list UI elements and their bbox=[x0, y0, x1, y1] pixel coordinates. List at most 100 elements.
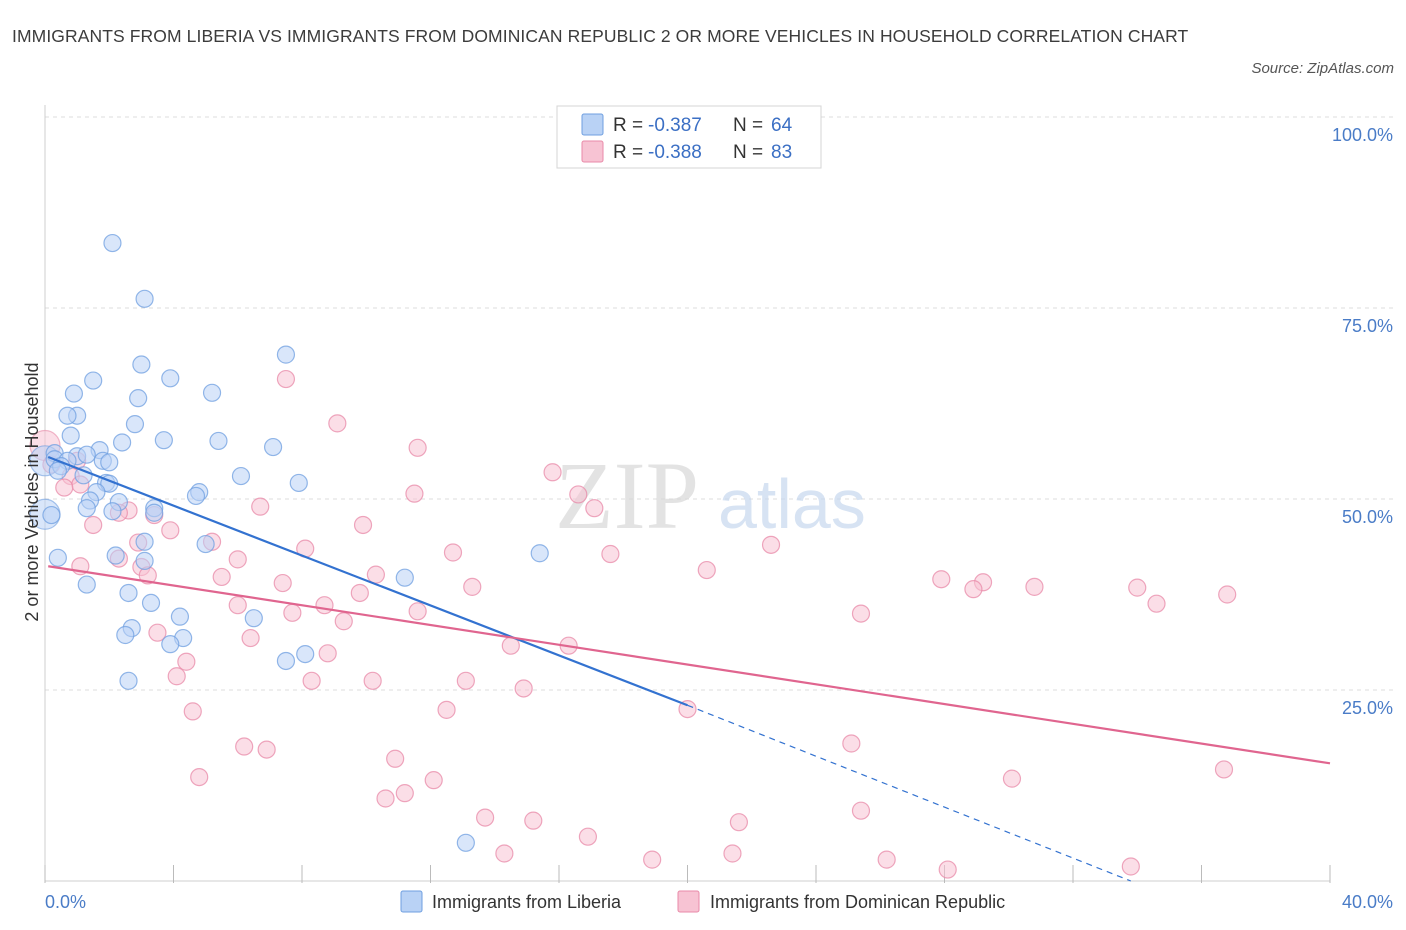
data-point bbox=[135, 532, 154, 551]
data-point bbox=[231, 466, 251, 486]
series-legend: Immigrants from Liberia Immigrants from … bbox=[400, 890, 1005, 913]
data-point bbox=[405, 484, 424, 503]
data-point bbox=[103, 233, 122, 253]
data-point bbox=[443, 543, 463, 562]
data-point bbox=[228, 550, 247, 569]
y-tick-label-50: 50.0% bbox=[1342, 507, 1393, 527]
data-point bbox=[183, 702, 202, 721]
data-point bbox=[1214, 760, 1234, 779]
data-point bbox=[119, 583, 138, 603]
data-point bbox=[74, 466, 93, 485]
data-point bbox=[495, 844, 514, 863]
data-point bbox=[58, 406, 77, 425]
x-tick-label-max: 40.0% bbox=[1342, 892, 1393, 912]
trend-lines bbox=[47, 455, 1331, 882]
data-point bbox=[334, 612, 353, 631]
data-point bbox=[186, 486, 206, 506]
y-axis-label: 2 or more Vehicles in Household bbox=[22, 362, 42, 621]
data-point bbox=[318, 644, 337, 663]
bottom-legend-swatch-dominican bbox=[677, 890, 700, 913]
gridlines bbox=[45, 116, 1395, 691]
data-point bbox=[350, 583, 369, 603]
legend-r-label-dominican: R = bbox=[613, 142, 643, 163]
data-point bbox=[190, 767, 209, 787]
data-point bbox=[456, 833, 475, 852]
data-point bbox=[678, 699, 697, 719]
data-point bbox=[729, 813, 749, 832]
data-point bbox=[77, 445, 96, 464]
data-point bbox=[386, 749, 405, 768]
data-point bbox=[276, 345, 296, 364]
data-point bbox=[353, 515, 373, 535]
data-point bbox=[251, 497, 270, 516]
data-point bbox=[241, 628, 260, 648]
data-point bbox=[202, 383, 222, 402]
data-point bbox=[161, 369, 180, 388]
data-point bbox=[1218, 585, 1237, 604]
data-point bbox=[964, 580, 983, 599]
data-point bbox=[289, 473, 308, 493]
data-point bbox=[1025, 577, 1044, 596]
data-point bbox=[55, 478, 74, 497]
data-point bbox=[154, 431, 173, 450]
data-point bbox=[42, 505, 61, 525]
data-point bbox=[100, 453, 119, 472]
data-point bbox=[161, 635, 180, 654]
data-point bbox=[456, 671, 475, 690]
chart-source: Source: ZipAtlas.com bbox=[1251, 60, 1394, 77]
bottom-legend-swatch-liberia bbox=[400, 890, 423, 913]
data-point bbox=[578, 827, 598, 846]
legend-r-label-liberia: R = bbox=[613, 115, 643, 136]
data-point bbox=[84, 515, 103, 535]
data-point bbox=[363, 671, 382, 690]
legend-n-value-liberia: 64 bbox=[771, 115, 793, 136]
legend-n-label-liberia: N = bbox=[733, 115, 763, 136]
legend-swatch-dominican bbox=[581, 140, 604, 163]
data-point bbox=[569, 485, 588, 504]
trend-line-dominican bbox=[48, 565, 1331, 765]
chart-title: IMMIGRANTS FROM LIBERIA VS IMMIGRANTS FR… bbox=[12, 26, 1189, 46]
legend-n-label-dominican: N = bbox=[733, 142, 763, 163]
trend-line-liberia-extension bbox=[687, 704, 1132, 882]
bottom-legend-label-liberia: Immigrants from Liberia bbox=[432, 892, 622, 912]
data-point bbox=[106, 546, 125, 565]
data-point bbox=[276, 369, 296, 389]
data-point bbox=[723, 844, 742, 863]
data-point bbox=[315, 596, 334, 615]
zipatlas-watermark: ZIP atlas bbox=[555, 442, 866, 549]
data-point bbox=[148, 623, 167, 642]
data-point bbox=[697, 560, 716, 580]
data-point bbox=[328, 414, 347, 433]
data-point bbox=[167, 667, 186, 686]
legend-r-value-dominican: -0.388 bbox=[648, 142, 702, 163]
data-point bbox=[585, 499, 604, 518]
data-point bbox=[61, 426, 80, 445]
data-point bbox=[228, 596, 247, 615]
series-dominican-points bbox=[29, 369, 1237, 879]
data-point bbox=[125, 415, 145, 434]
data-point bbox=[145, 503, 164, 522]
data-point bbox=[116, 625, 135, 645]
data-point bbox=[77, 575, 96, 594]
data-point bbox=[257, 740, 276, 759]
data-point bbox=[1128, 578, 1147, 597]
data-point bbox=[177, 652, 196, 671]
data-point bbox=[196, 534, 215, 554]
legend-n-value-dominican: 83 bbox=[771, 142, 792, 163]
data-point bbox=[135, 551, 154, 570]
data-point bbox=[273, 573, 292, 593]
data-point bbox=[424, 771, 443, 790]
data-point bbox=[141, 593, 161, 613]
axes bbox=[44, 105, 1331, 883]
bottom-legend-label-dominican: Immigrants from Dominican Republic bbox=[710, 892, 1005, 912]
data-point bbox=[530, 544, 549, 563]
data-point bbox=[851, 801, 871, 820]
x-tick-label-min: 0.0% bbox=[45, 892, 86, 912]
data-point bbox=[209, 431, 228, 451]
data-point bbox=[601, 544, 620, 564]
series-liberia-points bbox=[29, 233, 549, 852]
y-tick-label-100: 100.0% bbox=[1332, 125, 1393, 145]
data-point bbox=[463, 577, 482, 596]
data-point bbox=[276, 651, 296, 671]
x-tick-labels: 0.0% 40.0% bbox=[45, 892, 1393, 912]
